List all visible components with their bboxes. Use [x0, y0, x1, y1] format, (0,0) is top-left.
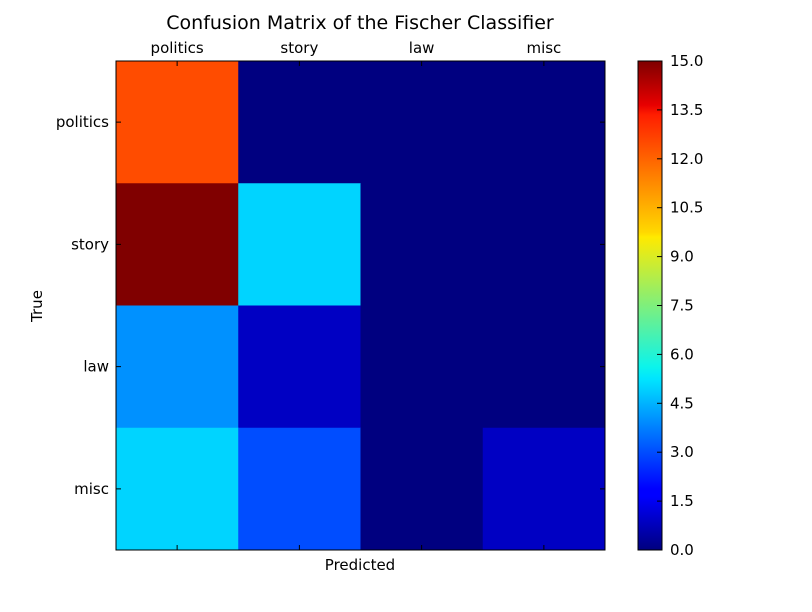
y-tick-label-law: law [83, 358, 109, 376]
heatmap-cell-politics-story [238, 61, 361, 184]
y-tick-label-misc: misc [74, 480, 109, 498]
x-tick-label-misc: misc [526, 39, 561, 57]
heatmap-cell-misc-law [360, 427, 484, 551]
heatmap-cell-politics-politics [116, 61, 239, 184]
colorbar-tick-label: 15.0 [670, 52, 703, 70]
chart-title: Confusion Matrix of the Fischer Classifi… [166, 12, 554, 34]
heatmap-cell-story-law [360, 183, 484, 306]
colorbar-tick-label: 0.0 [670, 541, 694, 559]
heatmap-cell-story-story [238, 183, 361, 306]
colorbar-tick-label: 1.5 [670, 492, 694, 510]
heatmap-cells [116, 61, 606, 551]
y-tick-labels: politics story law misc [56, 113, 605, 498]
colorbar: 0.0 1.5 3.0 4.5 6.0 7.5 9.0 10.5 12.0 13.5 15.0 [637, 52, 703, 559]
heatmap-cell-politics-law [360, 61, 484, 184]
y-tick-label-politics: politics [56, 113, 109, 131]
x-tick-labels: politics story law misc [151, 39, 561, 550]
x-tick-label-law: law [409, 39, 435, 57]
x-axis-label: Predicted [325, 556, 395, 574]
colorbar-ticks: 0.0 1.5 3.0 4.5 6.0 7.5 9.0 10.5 12.0 13.5 15.0 [657, 52, 703, 559]
heatmap-cell-misc-story [238, 427, 361, 551]
heatmap-cell-misc-politics [116, 427, 239, 551]
heatmap-cell-law-politics [116, 305, 239, 429]
colorbar-tick-label: 4.5 [670, 394, 694, 412]
y-tick-label-story: story [71, 235, 109, 253]
heatmap-cell-law-misc [482, 305, 606, 429]
colorbar-tick-label: 10.5 [670, 199, 703, 217]
heatmap-cell-story-politics [116, 183, 239, 306]
heatmap-cell-politics-misc [482, 61, 606, 184]
colorbar-tick-label: 12.0 [670, 150, 703, 168]
heatmap-cell-story-misc [482, 183, 606, 306]
heatmap-cell-misc-misc [482, 427, 606, 551]
x-tick-label-story: story [280, 39, 318, 57]
colorbar-tick-label: 7.5 [670, 297, 694, 315]
colorbar-tick-label: 6.0 [670, 345, 694, 363]
colorbar-tick-label: 9.0 [670, 248, 694, 266]
colorbar-tick-label: 3.0 [670, 443, 694, 461]
colorbar-tick-label: 13.5 [670, 101, 703, 119]
heatmap-cell-law-law [360, 305, 484, 429]
plot-frame [115, 60, 606, 551]
y-axis-label: True [28, 290, 46, 323]
x-tick-label-politics: politics [151, 39, 204, 57]
heatmap-cell-law-story [238, 305, 361, 429]
